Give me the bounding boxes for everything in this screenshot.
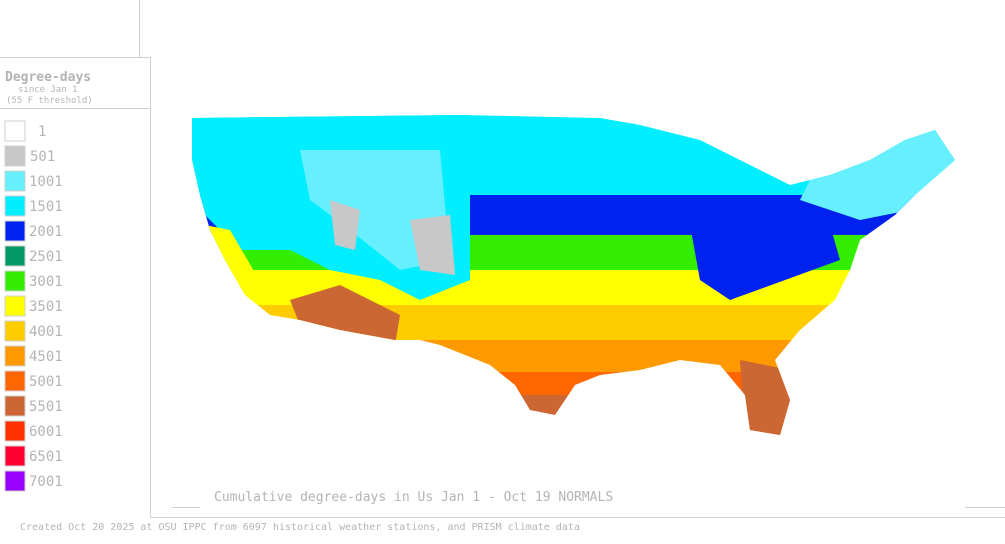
map-region [205, 225, 265, 300]
legend-label: 5501 [29, 399, 63, 415]
map-region [300, 150, 450, 270]
legend-label: 2001 [29, 224, 63, 240]
legend-swatch [4, 170, 26, 192]
map-caption: Cumulative degree-days in Us Jan 1 - Oct… [214, 490, 613, 505]
legend-swatch [4, 145, 26, 167]
map-region [192, 372, 955, 395]
legend-label: 2501 [29, 249, 63, 265]
us-map [192, 115, 955, 435]
map-region [740, 360, 790, 435]
legend-swatch [4, 270, 26, 292]
legend-swatch [4, 445, 26, 467]
legend-swatch [4, 320, 26, 342]
legend-swatch [4, 295, 26, 317]
legend-swatch [4, 220, 26, 242]
legend-swatch [4, 345, 26, 367]
legend-label: 501 [30, 149, 55, 165]
map-region [330, 200, 455, 275]
map-region [800, 120, 955, 220]
legend-label: 5001 [29, 374, 63, 390]
legend-subtitle: (55 F threshold) [6, 96, 93, 106]
legend-swatch [4, 195, 26, 217]
footer-note: Created Oct 20 2025 at OSU IPPC from 609… [20, 522, 580, 533]
legend-label: 1 [38, 124, 46, 140]
legend-label: 6001 [29, 424, 63, 440]
legend-title: Degree-days [5, 70, 91, 85]
legend-label: 3501 [29, 299, 63, 315]
legend: 1501100115012001250130013501400145015001… [4, 120, 63, 492]
legend-label: 1501 [29, 199, 63, 215]
legend-label: 6501 [29, 449, 63, 465]
legend-label: 4501 [29, 349, 63, 365]
legend-label: 7001 [29, 474, 63, 490]
map-region [192, 420, 955, 435]
map-region [290, 285, 400, 345]
legend-swatch [4, 395, 26, 417]
legend-swatch [4, 420, 26, 442]
legend-swatch [4, 120, 26, 142]
legend-swatch [4, 470, 26, 492]
legend-swatch [4, 370, 26, 392]
legend-label: 3001 [29, 274, 63, 290]
map-region [690, 225, 840, 300]
map-region [192, 340, 955, 372]
legend-label: 1001 [29, 174, 63, 190]
legend-label: 4001 [29, 324, 63, 340]
legend-swatch [4, 245, 26, 267]
map-region [192, 395, 955, 420]
legend-subtitle: since Jan 1 [18, 85, 78, 95]
